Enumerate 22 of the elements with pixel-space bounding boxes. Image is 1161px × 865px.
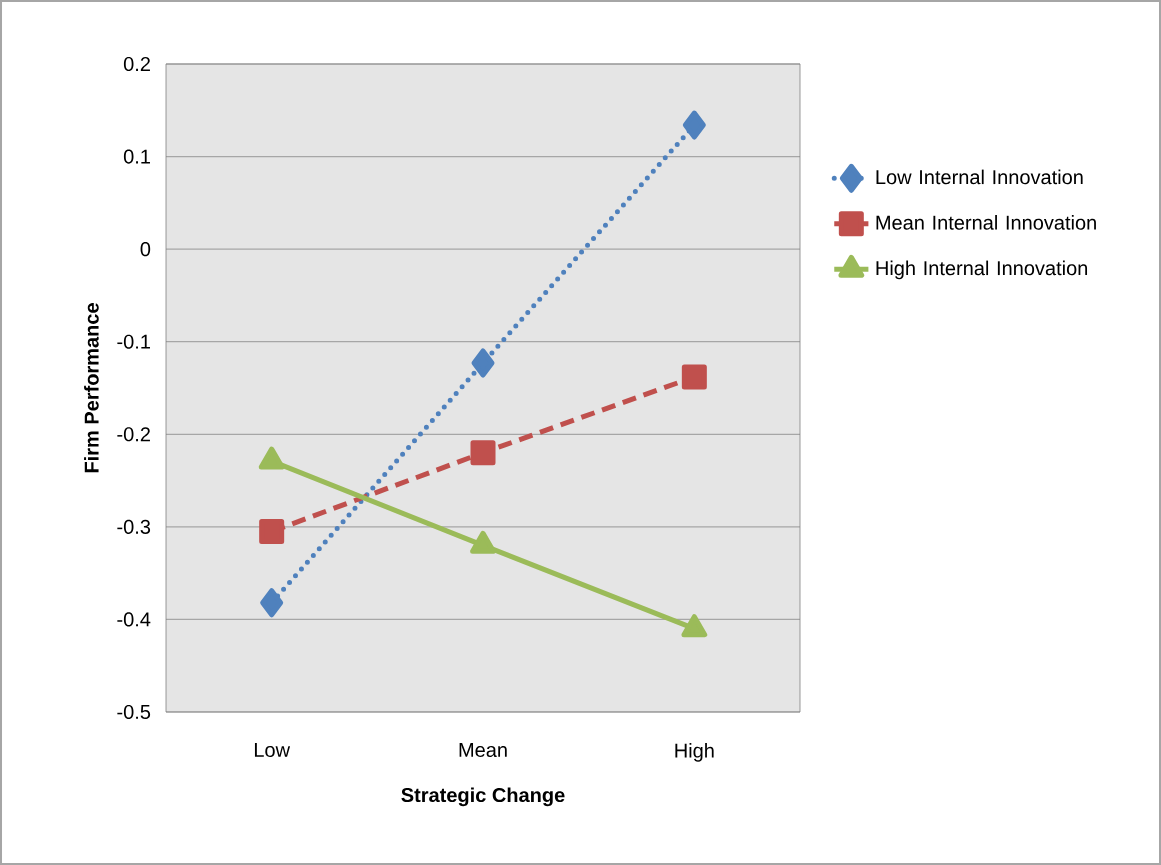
y-tick-label: 0 <box>140 242 151 257</box>
y-tick-label: -0.2 <box>117 427 150 442</box>
x-axis-title: Strategic Change <box>401 787 565 807</box>
y-axis-title: Firm Performance <box>84 303 99 473</box>
point <box>682 110 706 140</box>
point <box>681 364 707 390</box>
point <box>470 440 496 466</box>
point <box>260 588 284 618</box>
legend-label: Low Internal Innovation <box>876 169 1083 185</box>
legend-label: High Internal Innovation <box>876 260 1088 280</box>
y-tick-label: 0.2 <box>123 56 150 72</box>
y-tick-label: -0.4 <box>117 612 151 627</box>
y-tick-label: -0.3 <box>117 519 151 534</box>
x-tick-label: High <box>675 743 714 762</box>
point <box>259 518 285 544</box>
x-tick-label: Mean <box>459 743 507 757</box>
legend-label: Mean Internal Innovation <box>876 215 1096 230</box>
y-tick-label: -0.5 <box>117 704 151 720</box>
point <box>471 348 495 378</box>
y-tick-label: 0.1 <box>123 149 150 164</box>
x-tick-label: Low <box>254 743 291 757</box>
y-tick-label: -0.1 <box>117 334 150 349</box>
